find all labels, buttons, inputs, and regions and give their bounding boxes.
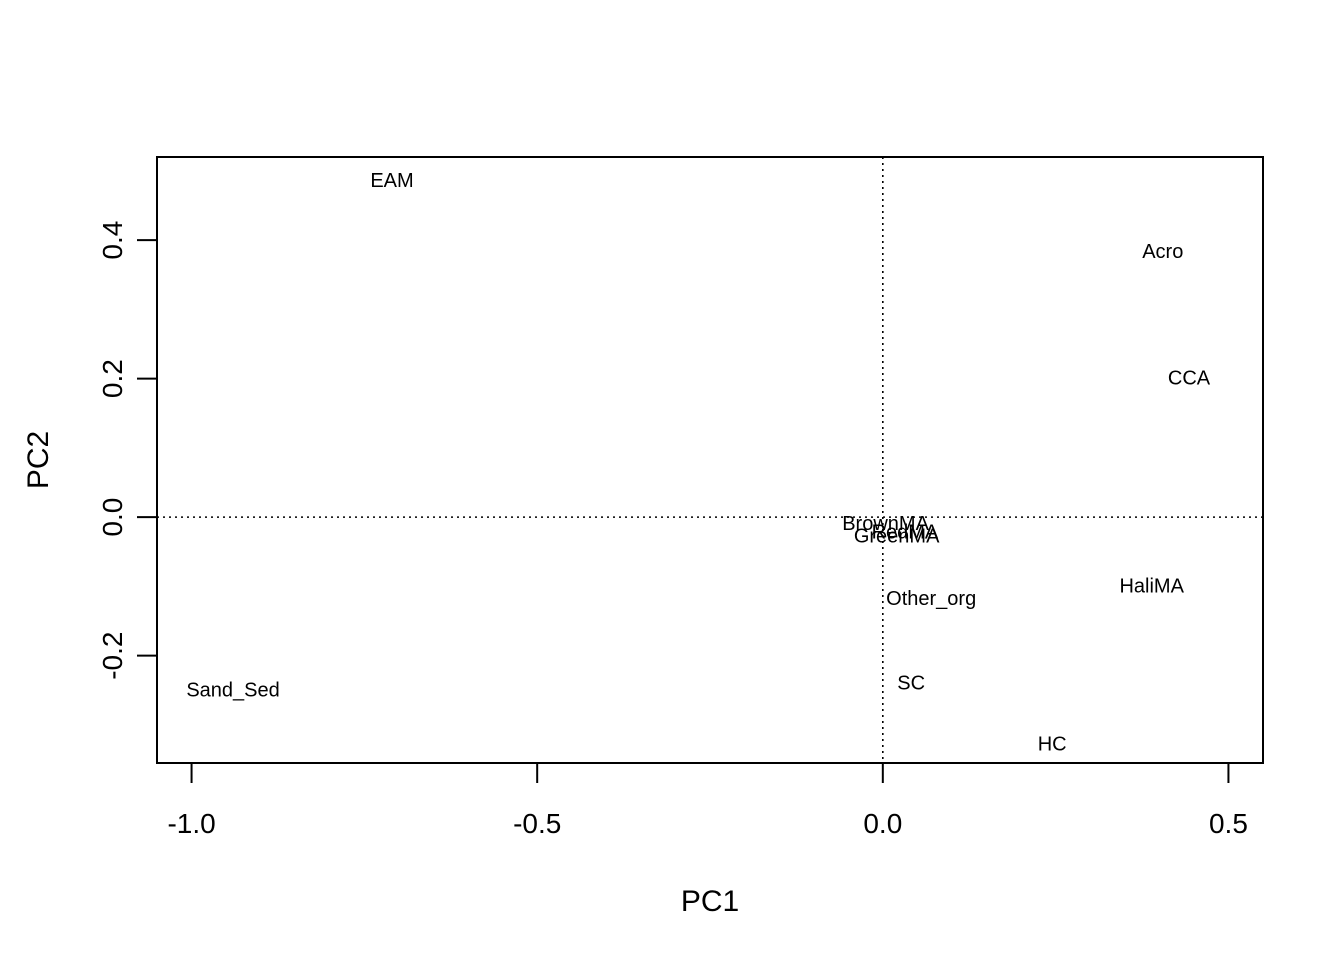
point-label-eam: EAM [370, 170, 413, 192]
plot-area-frame [156, 156, 1264, 764]
x-tick-label: -0.5 [513, 808, 561, 839]
point-label-cca: CCA [1168, 368, 1211, 390]
point-label-sc: SC [897, 672, 925, 694]
y-axis: -0.2 0.0 0.2 0.4 [97, 221, 158, 680]
y-tick-label: 0.0 [97, 498, 128, 537]
x-tick-label: 0.5 [1209, 808, 1248, 839]
reference-lines [157, 157, 1263, 763]
y-tick-label: 0.4 [97, 221, 128, 260]
point-label-halima: HaliMA [1119, 575, 1184, 597]
point-label-sand-sed: Sand_Sed [186, 679, 279, 701]
x-tick-label: 0.0 [863, 808, 902, 839]
point-label-redma: RedMA [872, 521, 939, 543]
point-label-other-org: Other_org [886, 588, 976, 610]
point-label-hc: HC [1038, 733, 1067, 755]
y-tick-label: 0.2 [97, 359, 128, 398]
point-label-brownma: BrownMA [842, 513, 929, 535]
y-tick-label: -0.2 [97, 632, 128, 680]
x-axis: -1.0 -0.5 0.0 0.5 [167, 762, 1248, 839]
point-label-greenma: GreenMA [854, 526, 940, 548]
y-axis-title: PC2 [22, 431, 55, 489]
x-tick-label: -1.0 [167, 808, 215, 839]
x-axis-title: PC1 [681, 885, 739, 918]
point-label-acro: Acro [1142, 241, 1183, 263]
